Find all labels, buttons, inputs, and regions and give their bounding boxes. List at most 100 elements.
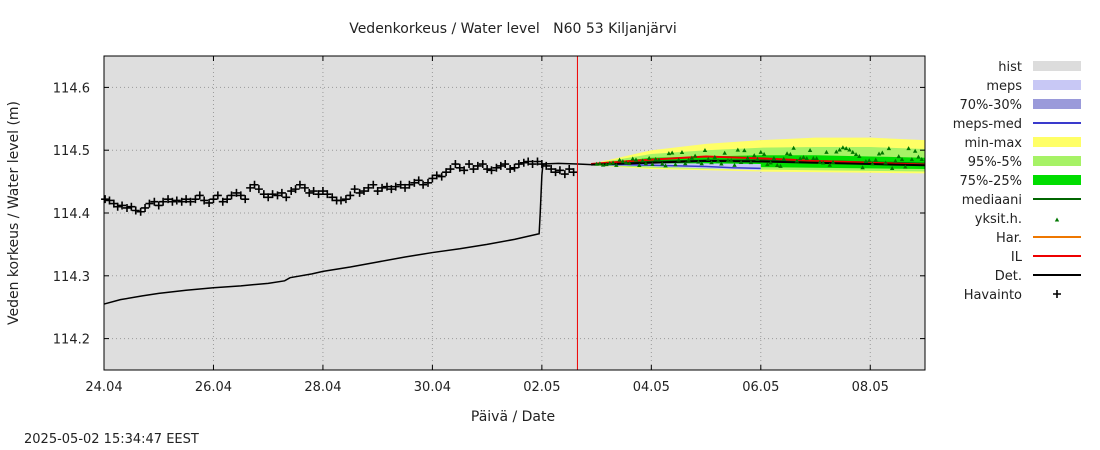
observation-marker xyxy=(364,183,373,192)
observation-marker xyxy=(254,185,263,194)
observation-marker xyxy=(483,165,492,174)
observation-marker xyxy=(514,160,523,169)
observation-marker xyxy=(355,188,364,197)
observation-marker xyxy=(542,161,551,170)
legend-swatch xyxy=(1033,80,1081,90)
observation-marker xyxy=(524,157,533,166)
individual-forecast-marker xyxy=(801,155,806,160)
observation-marker xyxy=(277,188,286,197)
individual-forecast-marker xyxy=(893,158,898,163)
individual-forecast-marker xyxy=(706,156,711,161)
individual-forecast-marker xyxy=(824,149,829,154)
individual-forecast-marker xyxy=(715,158,721,163)
legend-label: hist xyxy=(998,60,1022,75)
observation-marker xyxy=(341,195,350,204)
timestamp: 2025-05-02 15:34:47 EEST xyxy=(24,432,199,447)
individual-forecast-marker xyxy=(843,146,849,151)
individual-forecast-marker xyxy=(699,161,704,166)
observation-marker xyxy=(350,185,359,194)
individual-forecast-marker xyxy=(784,151,790,156)
individual-forecast-marker xyxy=(686,157,691,162)
observation-marker xyxy=(460,166,469,175)
individual-forecast-marker xyxy=(758,149,763,154)
observation-marker xyxy=(291,185,300,194)
individual-forecast-marker xyxy=(817,159,823,164)
individual-forecast-markers xyxy=(594,145,924,171)
individual-forecast-marker xyxy=(755,156,760,161)
legend-label: meps xyxy=(986,79,1022,94)
individual-forecast-marker xyxy=(807,147,813,152)
individual-forecast-marker xyxy=(745,155,750,160)
observation-marker xyxy=(209,195,218,204)
observation-marker xyxy=(401,183,410,192)
x-axis-label: Päivä / Date xyxy=(471,409,555,425)
legend-label: 70%-30% xyxy=(960,98,1022,113)
observation-marker xyxy=(309,187,318,196)
individual-forecast-marker xyxy=(775,163,780,168)
individual-forecast-marker xyxy=(830,159,836,164)
individual-forecast-marker xyxy=(883,160,888,165)
individual-forecast-marker xyxy=(673,162,678,167)
legend-item-meps7030: 70%-30% xyxy=(960,98,1081,113)
y-tick-label: 114.3 xyxy=(53,270,90,285)
observation-marker xyxy=(451,160,460,169)
observation-marker xyxy=(250,180,259,189)
observation-marker xyxy=(136,207,145,216)
observation-marker xyxy=(506,165,515,174)
observation-marker xyxy=(428,174,437,183)
observation-marker xyxy=(537,160,546,169)
observation-marker xyxy=(555,166,564,175)
legend-item-mediaani: mediaani xyxy=(962,193,1081,208)
observation-marker xyxy=(141,203,150,212)
y-axis-label: Veden korkeus / Water level (m) xyxy=(6,101,22,325)
observation-marker xyxy=(547,165,556,174)
legend-item-p7525: 75%-25% xyxy=(960,174,1081,189)
observation-marker xyxy=(405,180,414,189)
individual-forecast-marker xyxy=(748,160,754,165)
individual-forecast-marker xyxy=(627,161,632,166)
legend-swatch xyxy=(1033,156,1081,166)
legend-item-hist: hist xyxy=(998,60,1081,75)
legend-label: 95%-5% xyxy=(968,155,1022,170)
observation-marker xyxy=(268,190,277,199)
individual-forecast-marker xyxy=(866,158,872,163)
individual-forecast-marker xyxy=(623,160,629,165)
observation-marker xyxy=(346,191,355,200)
observation-marker xyxy=(227,191,236,200)
legend: hist meps 70%-30% meps-med min-max 95%-5% 75%-… xyxy=(953,60,1081,303)
individual-forecast-marker xyxy=(729,158,734,163)
individual-forecast-marker xyxy=(860,165,865,170)
observation-marker xyxy=(419,180,428,189)
individual-forecast-marker xyxy=(594,161,599,166)
observation-marker xyxy=(264,193,273,202)
observation-marker xyxy=(528,160,537,169)
observation-marker xyxy=(487,166,496,175)
observation-marker xyxy=(118,201,127,210)
legend-swatch xyxy=(1033,137,1081,147)
individual-forecast-marker xyxy=(834,149,839,154)
individual-forecast-marker xyxy=(692,153,698,158)
observation-marker xyxy=(164,195,173,204)
observation-marker xyxy=(305,188,314,197)
individual-forecast-marker xyxy=(768,160,773,165)
observation-marker xyxy=(369,180,378,189)
individual-forecast-marker xyxy=(709,160,714,165)
chart-title: Vedenkorkeus / Water level N60 53 Kiljan… xyxy=(349,21,677,37)
observation-marker xyxy=(478,160,487,169)
individual-forecast-marker xyxy=(847,147,852,152)
legend-item-mepsmed: meps-med xyxy=(953,117,1081,132)
individual-forecast-marker xyxy=(683,161,688,166)
x-axis-ticks: 24.04 26.04 28.04 30.04 02.05 04.05 06.05 08.05 xyxy=(85,56,889,395)
individual-forecast-marker xyxy=(653,156,658,161)
observation-marker xyxy=(273,191,282,200)
observation-marker xyxy=(560,170,569,179)
individual-forecast-marker xyxy=(837,147,842,152)
legend-label: yksit.h. xyxy=(975,212,1022,227)
legend-item-har: Har. xyxy=(996,231,1081,246)
individual-forecast-marker xyxy=(725,158,731,163)
observation-marker xyxy=(113,202,122,211)
observation-markers xyxy=(101,157,578,216)
observation-marker xyxy=(565,165,574,174)
individual-forecast-marker xyxy=(689,155,695,160)
observation-marker xyxy=(232,188,241,197)
